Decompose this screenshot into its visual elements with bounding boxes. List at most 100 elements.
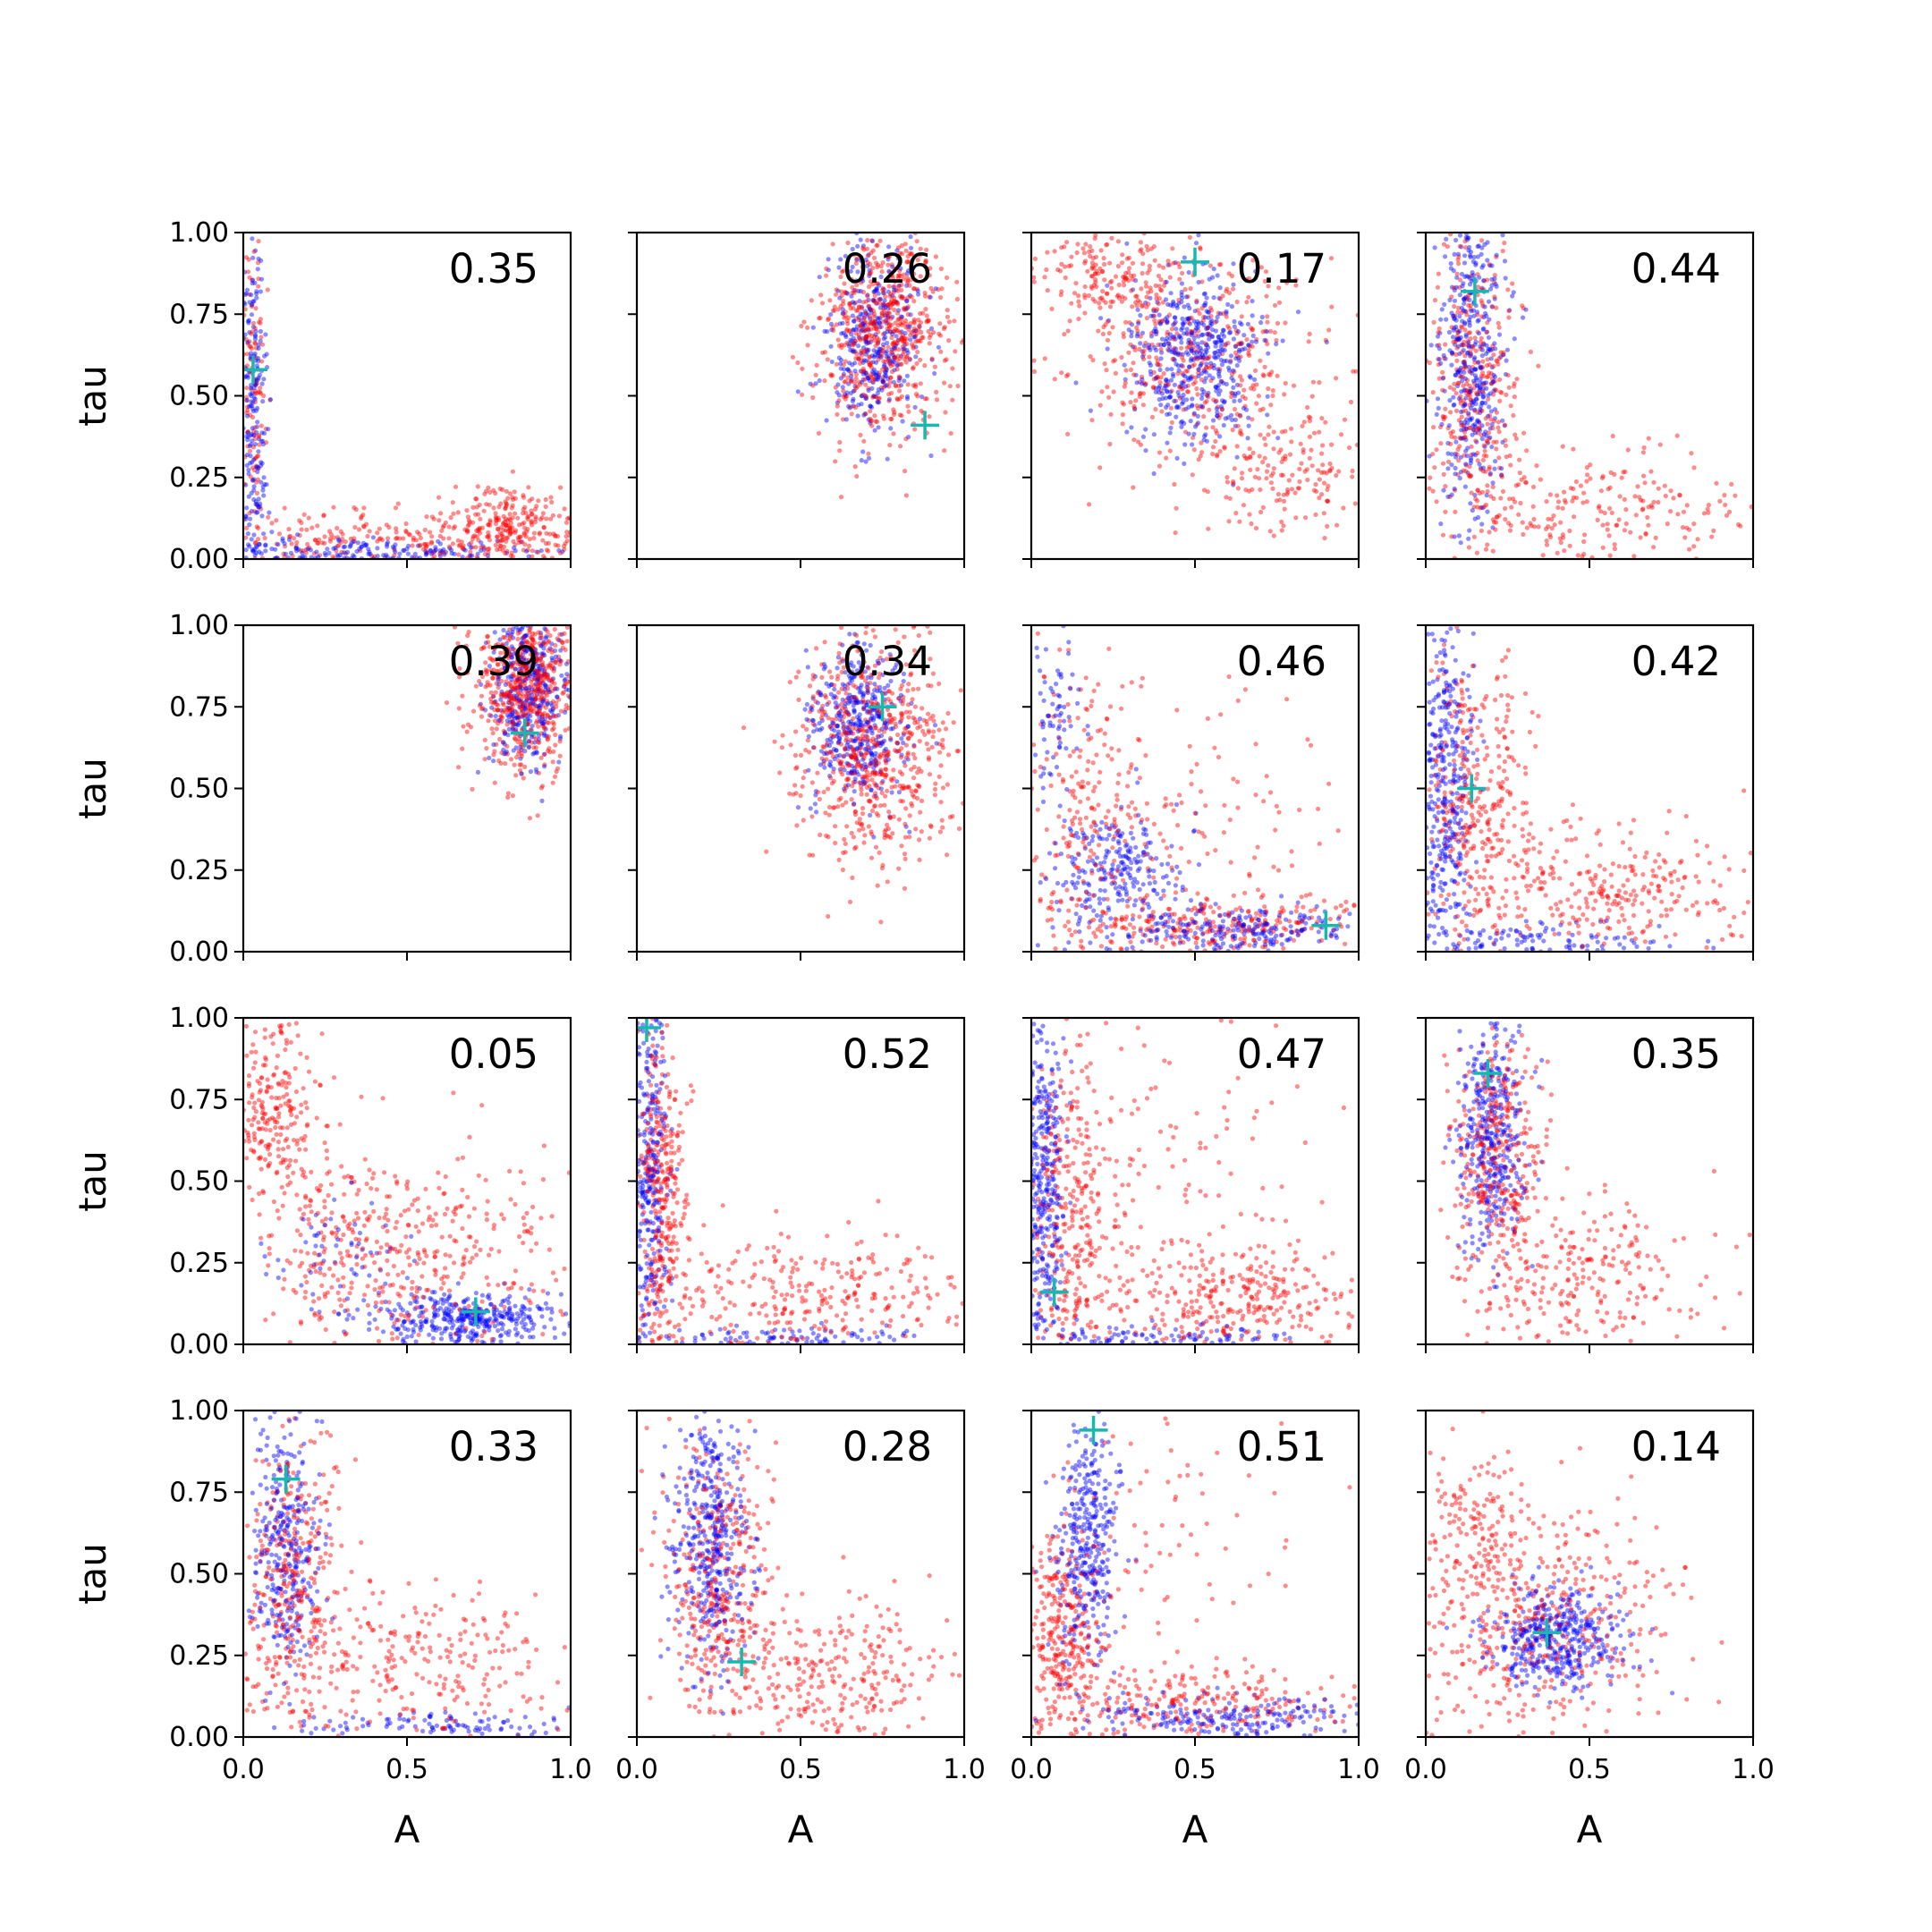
- blue-point: [876, 386, 882, 393]
- red-point: [505, 529, 511, 534]
- blue-point: [1216, 337, 1222, 343]
- red-point: [1140, 391, 1146, 396]
- blue-point: [1141, 343, 1147, 349]
- red-point: [256, 525, 261, 531]
- blue-point: [860, 327, 866, 333]
- red-point: [545, 712, 550, 717]
- panel-value-label: 0.26: [843, 245, 932, 292]
- red-point: [869, 269, 874, 275]
- red-point: [495, 708, 501, 713]
- red-point: [895, 275, 902, 281]
- blue-point: [1480, 465, 1487, 470]
- red-point: [879, 319, 886, 325]
- red-point: [554, 714, 559, 719]
- blue-point: [1167, 332, 1173, 337]
- red-point: [359, 514, 364, 520]
- red-point: [923, 307, 928, 312]
- red-point: [523, 688, 529, 693]
- red-point: [499, 719, 504, 724]
- blue-point: [262, 353, 267, 359]
- red-point: [515, 515, 521, 521]
- red-point: [369, 554, 375, 559]
- blue-point: [882, 373, 888, 378]
- red-point: [494, 741, 499, 747]
- red-point: [1076, 293, 1081, 299]
- red-point: [880, 367, 886, 372]
- blue-point: [246, 318, 252, 323]
- red-point: [343, 539, 348, 545]
- blue-point: [864, 341, 869, 346]
- red-point: [926, 318, 931, 323]
- red-point: [1173, 350, 1178, 355]
- blue-point: [1481, 278, 1487, 284]
- red-point: [883, 318, 888, 324]
- red-point: [504, 743, 510, 750]
- blue-point: [868, 403, 873, 409]
- red-point: [1475, 426, 1480, 431]
- blue-point: [877, 346, 883, 352]
- red-point: [1622, 496, 1627, 503]
- red-point: [1279, 528, 1284, 533]
- blue-point: [521, 713, 527, 718]
- blue-point: [1188, 358, 1193, 363]
- blue-point: [1250, 339, 1255, 344]
- blue-point: [536, 673, 541, 678]
- blue-point: [249, 312, 255, 318]
- blue-point: [871, 367, 877, 372]
- red-point: [533, 720, 539, 725]
- blue-point: [511, 626, 516, 631]
- red-point: [1099, 389, 1105, 394]
- red-point: [1177, 395, 1183, 401]
- blue-point: [841, 371, 847, 377]
- blue-point: [1485, 440, 1490, 445]
- red-point: [1341, 505, 1346, 511]
- blue-point: [258, 276, 265, 282]
- red-point: [892, 299, 898, 304]
- blue-point: [1435, 343, 1440, 348]
- red-point: [1460, 374, 1465, 379]
- red-point: [859, 348, 864, 353]
- red-point: [551, 722, 556, 727]
- blue-point: [1436, 357, 1442, 362]
- red-point: [1059, 289, 1064, 294]
- blue-point: [860, 243, 867, 249]
- red-point: [518, 741, 523, 747]
- red-point: [1549, 517, 1555, 522]
- red-point: [1519, 477, 1524, 482]
- red-point: [1177, 352, 1182, 357]
- red-point: [1531, 516, 1537, 522]
- red-point: [1306, 339, 1311, 344]
- red-point: [891, 340, 896, 345]
- red-point: [880, 379, 886, 385]
- blue-point: [861, 358, 867, 363]
- blue-point: [1186, 340, 1191, 345]
- red-point: [1204, 399, 1209, 404]
- red-point: [1258, 432, 1263, 437]
- blue-point: [1221, 422, 1226, 428]
- red-point: [897, 268, 902, 274]
- red-point: [859, 255, 864, 260]
- red-point: [1322, 536, 1327, 541]
- blue-point: [528, 769, 534, 775]
- blue-point: [1461, 403, 1466, 409]
- blue-point: [1454, 383, 1461, 389]
- red-point: [919, 408, 924, 413]
- red-point: [535, 668, 540, 674]
- blue-point: [260, 487, 266, 493]
- blue-point: [842, 367, 847, 372]
- blue-point: [518, 704, 523, 709]
- blue-point: [1191, 357, 1196, 362]
- red-point: [518, 534, 523, 539]
- red-point: [1475, 504, 1480, 510]
- blue-point: [1151, 328, 1157, 334]
- red-point: [1180, 370, 1185, 376]
- red-point: [488, 699, 495, 705]
- red-point: [1680, 525, 1686, 530]
- blue-point: [536, 676, 541, 682]
- blue-point: [1207, 373, 1212, 378]
- red-point: [520, 648, 526, 654]
- red-point: [1454, 345, 1460, 351]
- blue-point: [858, 369, 863, 374]
- red-point: [520, 703, 525, 708]
